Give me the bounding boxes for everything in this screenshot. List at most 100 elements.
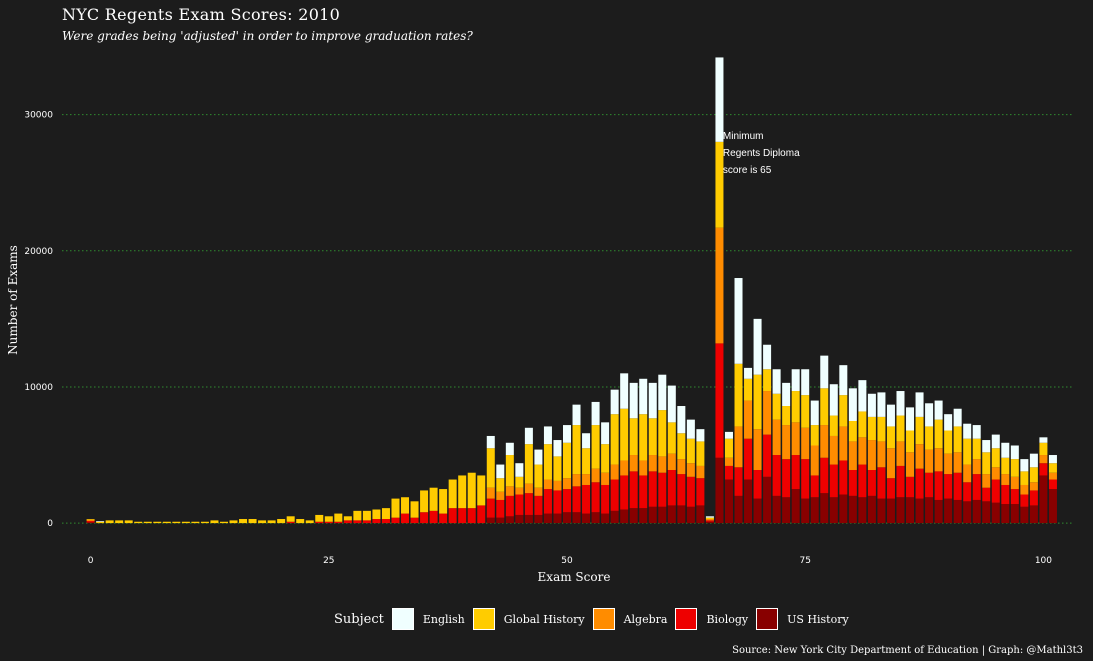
bar-biology-score-92 xyxy=(963,482,972,502)
bar-global-history-score-77 xyxy=(820,388,829,426)
bar-biology-score-49 xyxy=(553,490,562,514)
bar-algebra-score-89 xyxy=(934,448,943,472)
bar-us-history-score-55 xyxy=(610,510,619,524)
bar-english-score-65 xyxy=(705,516,714,518)
bar-algebra-score-42 xyxy=(486,487,495,499)
bar-global-history-score-89 xyxy=(934,419,943,449)
bar-global-history-score-86 xyxy=(906,430,915,453)
bar-english-score-77 xyxy=(820,355,829,389)
bar-us-history-score-98 xyxy=(1020,506,1029,524)
bar-global-history-score-9 xyxy=(172,521,181,524)
bar-global-history-score-62 xyxy=(677,433,686,460)
bar-algebra-score-101 xyxy=(1048,472,1057,480)
annotation-line: Minimum xyxy=(723,131,764,142)
bar-global-history-score-67 xyxy=(724,438,733,458)
bar-biology-score-43 xyxy=(496,499,505,518)
bar-global-history-score-52 xyxy=(582,448,591,475)
bar-english-score-48 xyxy=(543,426,552,445)
bar-us-history-score-49 xyxy=(553,513,562,524)
bar-us-history-score-76 xyxy=(810,497,819,524)
y-axis-label: Number of Exams xyxy=(6,245,20,355)
bar-english-score-91 xyxy=(953,408,962,427)
bar-english-score-49 xyxy=(553,440,562,457)
bar-global-history-score-49 xyxy=(553,456,562,481)
bar-global-history-score-35 xyxy=(420,490,429,513)
bar-algebra-score-73 xyxy=(782,425,791,460)
bar-global-history-score-81 xyxy=(858,411,867,438)
bar-english-score-57 xyxy=(629,382,638,419)
bar-english-score-46 xyxy=(524,427,533,445)
bar-algebra-score-59 xyxy=(648,455,657,472)
bar-algebra-score-67 xyxy=(724,457,733,466)
annotation: Minimum Regents Diploma score is 65 xyxy=(723,131,800,176)
bar-global-history-score-54 xyxy=(601,444,610,473)
bar-biology-score-35 xyxy=(420,512,429,524)
bar-global-history-score-2 xyxy=(105,520,114,524)
bar-english-score-64 xyxy=(696,429,705,442)
bar-algebra-score-63 xyxy=(686,463,695,477)
bar-algebra-score-94 xyxy=(982,474,991,488)
bar-global-history-score-27 xyxy=(343,516,352,521)
bar-us-history-score-50 xyxy=(562,512,572,524)
bar-english-score-58 xyxy=(639,378,648,415)
annotation-line: Regents Diploma xyxy=(723,148,800,159)
bar-global-history-score-6 xyxy=(143,521,152,524)
bar-algebra-score-91 xyxy=(953,452,962,473)
bar-us-history-score-66 xyxy=(715,457,724,524)
bar-biology-score-0 xyxy=(86,521,95,523)
bar-us-history-score-90 xyxy=(944,498,953,524)
gridlines xyxy=(62,114,1072,524)
bar-algebra-score-71 xyxy=(763,391,772,435)
bar-global-history-score-23 xyxy=(305,520,314,524)
bar-global-history-score-88 xyxy=(925,426,934,450)
bar-biology-score-75 xyxy=(801,459,810,499)
bar-us-history-score-70 xyxy=(753,498,762,524)
bar-global-history-score-41 xyxy=(477,475,486,506)
bar-us-history-score-67 xyxy=(724,479,733,524)
bar-global-history-score-78 xyxy=(829,415,838,436)
bar-global-history-score-30 xyxy=(372,509,381,520)
bar-algebra-score-58 xyxy=(639,460,648,476)
bar-biology-score-48 xyxy=(543,489,552,514)
bar-global-history-score-48 xyxy=(543,444,552,480)
bar-biology-score-64 xyxy=(696,478,705,506)
bar-us-history-score-83 xyxy=(877,498,886,524)
bar-biology-score-82 xyxy=(867,470,876,496)
bar-biology-score-77 xyxy=(820,457,829,494)
bar-biology-score-74 xyxy=(791,455,800,490)
bar-algebra-score-80 xyxy=(848,441,857,471)
bar-us-history-score-56 xyxy=(620,509,629,524)
bar-biology-score-41 xyxy=(477,505,486,524)
bar-biology-score-70 xyxy=(753,470,762,499)
bar-algebra-score-85 xyxy=(896,441,905,466)
bar-us-history-score-71 xyxy=(763,476,772,524)
bar-biology-score-55 xyxy=(610,479,619,511)
bar-biology-score-47 xyxy=(534,495,543,515)
bar-us-history-score-58 xyxy=(639,508,648,524)
bar-biology-score-45 xyxy=(515,494,524,515)
x-axis-label: Exam Score xyxy=(538,570,611,584)
bar-global-history-score-63 xyxy=(686,438,695,464)
bar-us-history-score-85 xyxy=(896,497,905,524)
bar-us-history-score-65 xyxy=(705,521,714,524)
bar-global-history-score-20 xyxy=(277,519,286,524)
bar-english-score-79 xyxy=(839,365,848,396)
bar-us-history-score-46 xyxy=(524,514,533,524)
chart-subtitle: Were grades being 'adjusted' in order to… xyxy=(62,29,473,43)
bar-global-history-score-51 xyxy=(572,425,581,475)
bar-algebra-score-78 xyxy=(829,435,838,465)
bar-us-history-score-60 xyxy=(658,506,667,524)
bar-us-history-score-62 xyxy=(677,505,686,524)
bar-english-score-56 xyxy=(620,373,629,409)
bar-global-history-score-46 xyxy=(524,444,533,484)
bar-english-score-94 xyxy=(982,440,991,453)
bar-biology-score-68 xyxy=(734,467,743,496)
bar-global-history-score-60 xyxy=(658,410,667,457)
bar-english-score-70 xyxy=(753,318,762,375)
annotation-line: score is 65 xyxy=(723,165,772,176)
bar-us-history-score-59 xyxy=(648,506,657,524)
bar-english-score-85 xyxy=(896,391,905,416)
bar-us-history-score-54 xyxy=(601,513,610,524)
bar-english-score-81 xyxy=(858,380,867,412)
